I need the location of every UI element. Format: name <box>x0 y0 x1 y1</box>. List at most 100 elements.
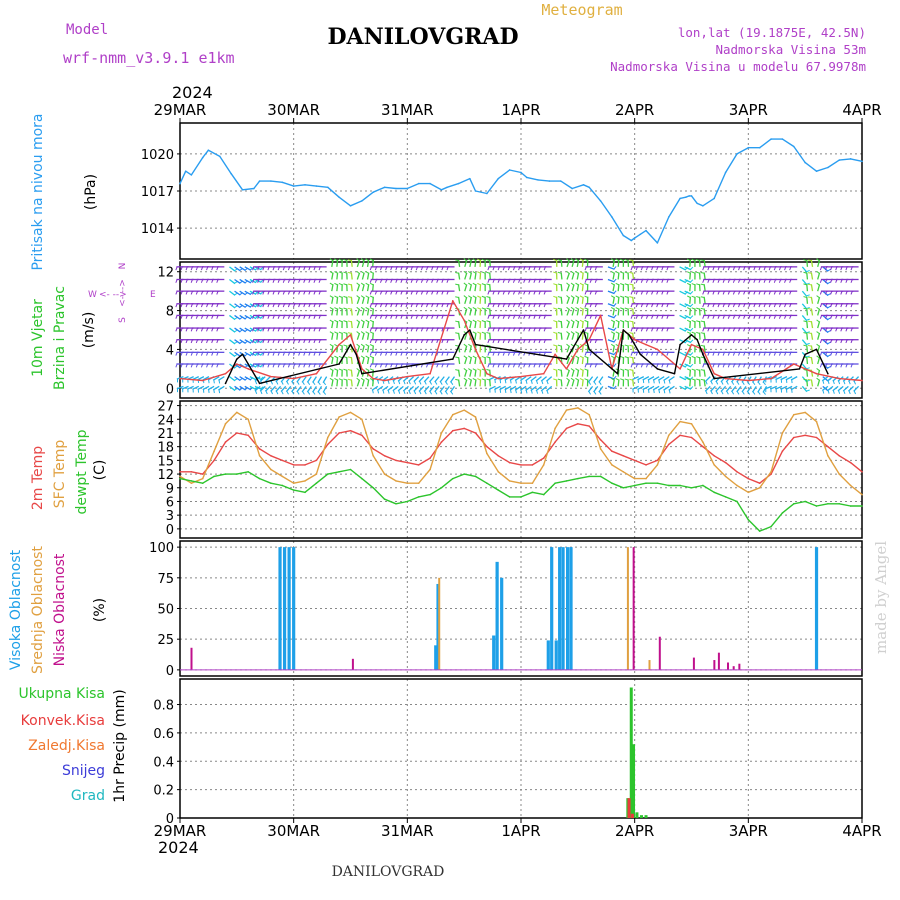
temperature-series-1-point <box>633 477 636 480</box>
temperature-series-1-point <box>702 441 704 443</box>
pressure-series-0-point <box>630 239 633 242</box>
temperature-series-0-point <box>611 450 613 453</box>
wind-series-1-point <box>361 372 363 375</box>
temperature-series-0-point <box>815 436 818 439</box>
pressure-unit: (hPa) <box>83 174 99 210</box>
pressure-series-0-point <box>724 171 727 174</box>
temperature-series-1-point <box>804 411 806 414</box>
temperature-series-1-point <box>565 409 568 411</box>
wind-series-1-point <box>338 363 340 365</box>
cloud-bar-1 <box>648 660 651 670</box>
wind-series-0-point <box>656 348 659 351</box>
temperature-series-1-point <box>645 477 647 480</box>
temperature-series-1-point <box>383 473 386 475</box>
temperature-series-2-point <box>520 496 522 498</box>
pressure-series-0-point <box>258 180 261 182</box>
temperature-series-0-point <box>452 429 454 432</box>
temperature-series-0-point <box>349 429 352 432</box>
cloud-bar-2 <box>713 660 716 670</box>
cloud-bar-0 <box>546 640 550 670</box>
temperature-series-0-point <box>190 470 193 473</box>
cloud-bar-0 <box>814 547 819 670</box>
xtick-label-top: 31MAR <box>381 101 434 119</box>
temperature-series-0-point <box>508 461 511 464</box>
wind-series-0-point <box>452 300 454 302</box>
temperature-series-1-point <box>577 407 579 409</box>
temperature-series-2-point <box>622 486 625 489</box>
meteogram-subtitle: Meteogram <box>541 1 622 19</box>
temperature-series-2-point <box>349 468 352 471</box>
temperature-series-1-point <box>849 484 852 487</box>
temperature-series-1-point <box>326 436 329 439</box>
temperature-series-1-point <box>417 482 420 485</box>
model-elevation-text: Nadmorska Visina u modelu 67.9978m <box>610 59 866 74</box>
precip-ytick-label: 0.2 <box>153 784 174 799</box>
cloud-unit: (%) <box>92 598 108 622</box>
temperature-series-2-point <box>747 518 750 521</box>
pressure-series-0-point <box>429 182 431 185</box>
temperature-series-2-point <box>690 486 693 489</box>
wind-series-1-point <box>702 353 704 356</box>
temperature-series-1-point <box>190 482 193 485</box>
wind-series-0-point <box>577 348 579 351</box>
wind-series-0-point <box>179 377 181 380</box>
temperature-series-1-point <box>838 473 841 475</box>
wind-series-1-point <box>679 343 681 346</box>
temperature-series-0-point <box>702 445 704 448</box>
temperature-series-0-point <box>679 434 681 437</box>
pressure-ytick-label: 1017 <box>141 185 174 200</box>
wind-series-0-point <box>793 363 795 365</box>
wind-series-1-point <box>582 329 585 331</box>
temperature-series-2-point <box>372 486 375 489</box>
temperature-series-0-point <box>827 445 829 448</box>
wind-series-1-point <box>622 329 625 331</box>
temperature-series-1-point <box>201 477 204 480</box>
temperature-series-1-point <box>224 423 227 425</box>
temperature-series-0-point <box>554 441 556 443</box>
temperature-series-0-point <box>213 459 215 462</box>
wind-series-1-point <box>804 353 806 356</box>
cloud-bar-2 <box>632 547 635 670</box>
pressure-series-0-point <box>582 184 585 186</box>
temperature-series-0-point <box>304 464 306 466</box>
wind-series-0-point <box>599 314 602 317</box>
wind-series-1-point <box>258 382 261 385</box>
temp-ylabel-sfc: SFC Temp <box>52 440 68 509</box>
pressure-series-0-point <box>440 188 443 191</box>
temperature-series-1-point <box>315 473 318 475</box>
temperature-ytick-label: 3 <box>166 509 174 524</box>
legend-hail: Grad <box>71 788 105 804</box>
temperature-series-1-point <box>736 484 738 487</box>
pressure-series-0-point <box>372 191 375 194</box>
temperature-series-0-point <box>292 464 295 466</box>
pressure-series-0-point <box>349 205 352 207</box>
xtick-label-bottom: 1APR <box>501 822 540 840</box>
temperature-series-0-point <box>861 470 863 473</box>
cloud-bar-0 <box>278 547 282 670</box>
wind-series-1-point <box>713 377 716 380</box>
temperature-series-2-point <box>645 482 647 485</box>
xtick-label-bottom: 29MAR <box>154 822 207 840</box>
cloud-bar-0 <box>566 547 570 670</box>
wind-ytick-label: 4 <box>166 343 174 358</box>
wind-series-1-point <box>616 372 619 375</box>
pressure-series-0-point <box>201 156 204 159</box>
temperature-series-1-point <box>497 470 500 473</box>
temperature-series-1-point <box>213 450 215 453</box>
precip-ylabel: 1hr Precip (mm) <box>112 689 128 802</box>
temperature-series-2-point <box>452 477 454 480</box>
temperature-series-1-point <box>474 416 477 418</box>
temp-unit: (C) <box>92 460 108 481</box>
temperature-series-1-point <box>508 480 511 482</box>
pressure-series-0-point <box>281 181 284 184</box>
cloud-bar-2 <box>717 652 720 670</box>
temperature-series-2-point <box>804 500 806 503</box>
temperature-series-1-point <box>349 411 352 414</box>
cloud-bar-0 <box>558 547 562 670</box>
temperature-series-2-point <box>588 475 590 478</box>
wind-series-0-point <box>315 372 318 375</box>
temperature-series-1-point <box>179 475 181 478</box>
wind-series-1-point <box>469 329 471 331</box>
cloud-bar-2 <box>738 663 741 670</box>
